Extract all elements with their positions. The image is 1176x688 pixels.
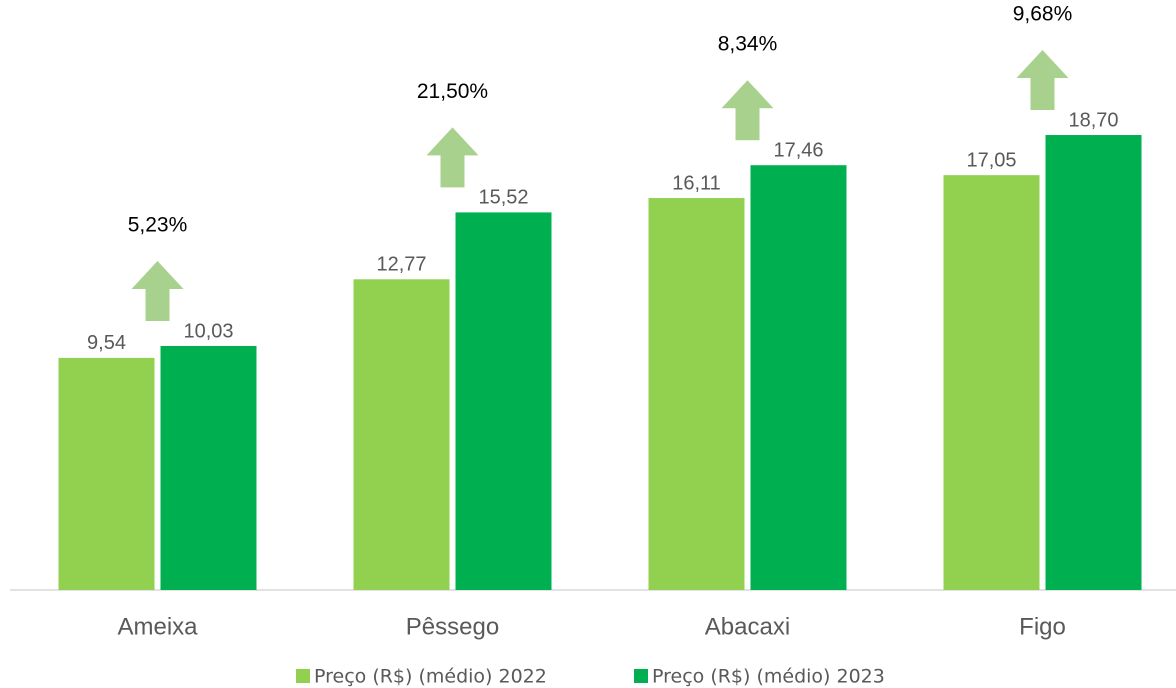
x-tick-label: Pêssego [406, 613, 499, 640]
increase-arrow [1016, 50, 1069, 111]
value-label: 16,11 [672, 172, 721, 194]
annotation: 21,50% [417, 80, 488, 103]
legend-swatch [634, 669, 648, 683]
value-label: 17,46 [773, 139, 823, 161]
value-label: 18,70 [1068, 109, 1118, 131]
value-label: 17,05 [966, 149, 1016, 171]
bar [160, 345, 257, 590]
x-tick-label: Ameixa [117, 613, 198, 640]
value-label: 10,03 [183, 320, 233, 342]
annotation: 5,23% [128, 214, 188, 237]
increase-arrow [721, 80, 774, 141]
increase-arrow [426, 127, 479, 188]
value-label: 9,54 [87, 332, 126, 354]
legend-label: Preço (R$) (médio) 2023 [652, 666, 885, 688]
x-tick-label: Figo [1019, 613, 1066, 640]
bar [455, 212, 552, 590]
bar [1045, 135, 1142, 591]
bar [353, 279, 450, 590]
bar [58, 357, 155, 590]
x-tick-label: Abacaxi [705, 613, 790, 640]
increase-arrow [131, 260, 184, 321]
bar [648, 198, 745, 590]
annotation: 8,34% [718, 33, 778, 56]
value-label: 15,52 [478, 187, 528, 209]
bar [750, 165, 847, 591]
annotation: 9,68% [1013, 3, 1073, 26]
legend-swatch [296, 669, 310, 683]
bar [943, 175, 1040, 590]
value-label: 12,77 [376, 254, 426, 276]
legend-label: Preço (R$) (médio) 2022 [314, 666, 547, 688]
